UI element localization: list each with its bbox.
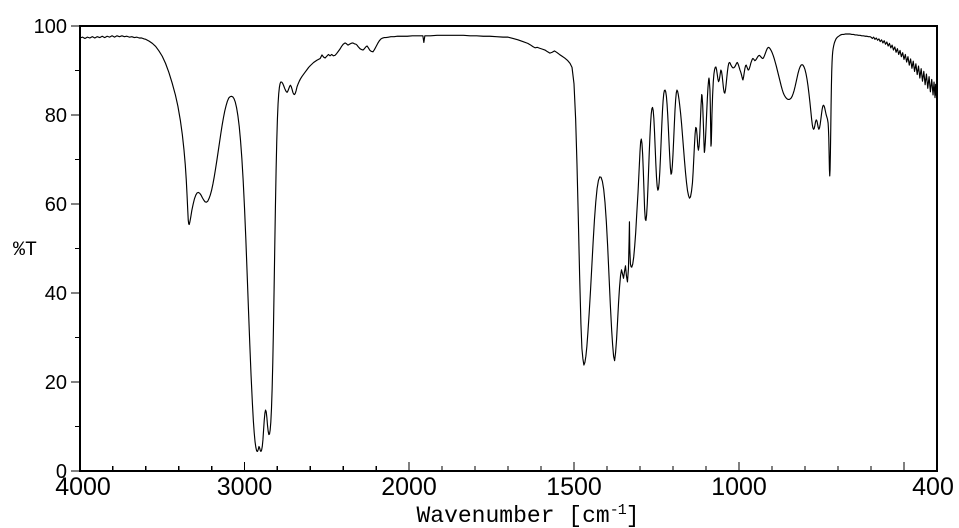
y-axis-tick-labels: 0 20 40 60 80 100 <box>34 16 67 483</box>
x-axis-title-superscript: -1 <box>609 502 627 519</box>
y-tick-label-100: 100 <box>34 16 67 38</box>
x-axis-title: Wavenumber [cm-1] <box>416 499 639 528</box>
x-axis-tick-labels: 4000 3000 2000 1500 1000 400 <box>55 473 954 501</box>
x-tick-label-400: 400 <box>912 473 954 501</box>
y-tick-label-20: 20 <box>45 372 67 394</box>
y-tick-label-60: 60 <box>45 194 67 216</box>
x-tick-label-1500: 1500 <box>546 473 602 501</box>
x-tick-label-1000: 1000 <box>711 473 767 501</box>
x-axis-title-bracket: ] <box>625 503 640 528</box>
y-tick-label-80: 80 <box>45 105 67 127</box>
y-tick-label-40: 40 <box>45 283 67 305</box>
x-tick-label-2000: 2000 <box>381 473 437 501</box>
x-axis-ticks <box>112 462 905 471</box>
y-tick-label-0: 0 <box>56 461 67 483</box>
y-axis-title: %T <box>13 239 38 262</box>
spectrum-trace <box>79 33 938 452</box>
y-axis-ticks <box>71 25 80 472</box>
x-tick-label-4000: 4000 <box>55 473 111 501</box>
x-tick-label-3000: 3000 <box>217 473 273 501</box>
x-axis-title-text: Wavenumber [cm <box>416 503 610 528</box>
